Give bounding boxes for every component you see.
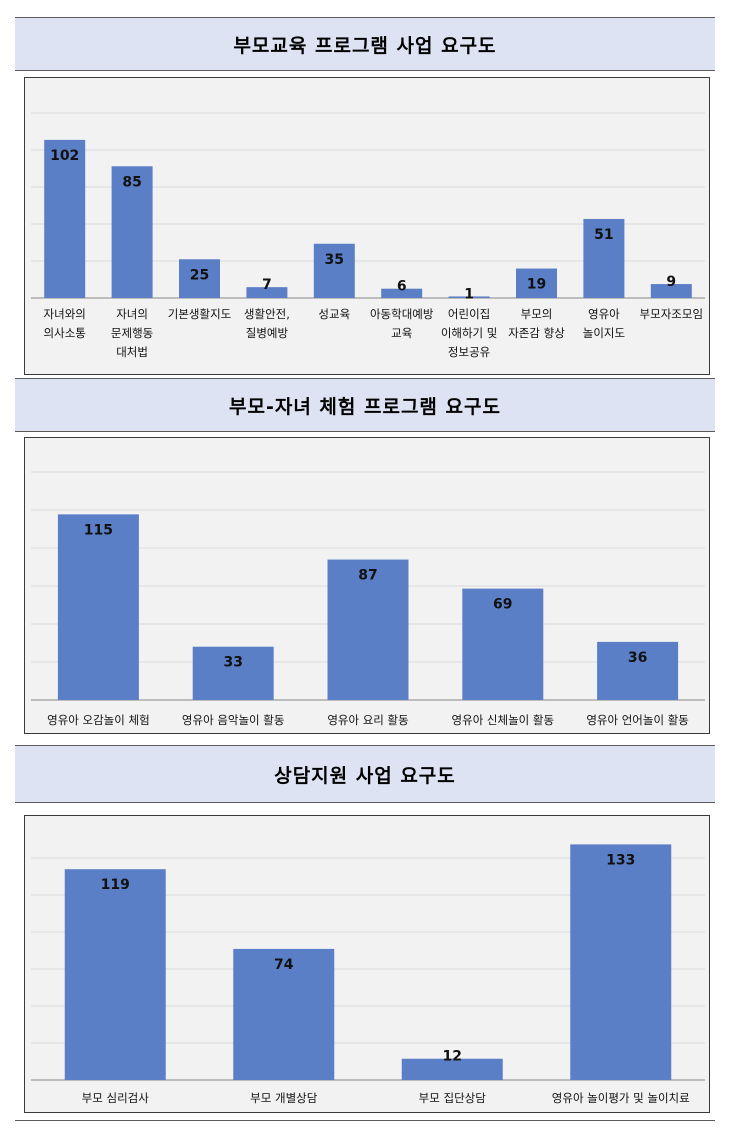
category-label: 문제행동 <box>111 326 153 340</box>
bar <box>462 588 544 700</box>
bar <box>313 243 355 298</box>
category-label: 영유아 오감놀이 체험 <box>47 713 150 727</box>
data-label: 6 <box>397 279 407 295</box>
chart-title-parent-child-experience: 부모-자녀 체험 프로그램 요구도 <box>15 378 715 432</box>
bar <box>57 514 139 700</box>
bar <box>583 218 625 298</box>
category-label: 자녀와의 <box>44 307 86 321</box>
bottom-divider <box>15 1120 715 1121</box>
chart-title-parent-education: 부모교육 프로그램 사업 요구도 <box>15 17 715 71</box>
chart-parent-child-experience: 115 영유아 오감놀이 체험 33 영유아 음악놀이 활동 87 영유아 요리 활동 69… <box>24 437 710 734</box>
category-label: 영유아 음악놀이 활동 <box>182 713 285 727</box>
category-label: 놀이지도 <box>583 326 625 340</box>
chart-1-svg: 115 영유아 오감놀이 체험 33 영유아 음악놀이 활동 87 영유아 요리 활동 69… <box>31 471 705 727</box>
category-label: 부모자조모임 <box>640 307 703 321</box>
category-label: 어린이집 <box>448 307 490 321</box>
chart-title-counseling-support: 상담지원 사업 요구도 <box>15 745 715 803</box>
category-label: 부모 개별상담 <box>250 1091 318 1105</box>
category-label: 부모 심리검사 <box>82 1091 150 1105</box>
data-label: 69 <box>493 597 512 613</box>
bar <box>448 296 490 298</box>
data-label: 12 <box>443 1049 462 1065</box>
bar <box>597 641 679 700</box>
category-label: 의사소통 <box>44 326 86 340</box>
data-label: 51 <box>594 227 613 243</box>
bar <box>246 287 288 298</box>
category-label: 이해하기 및 <box>441 326 498 340</box>
data-label: 25 <box>190 267 209 283</box>
category-label: 질병예방 <box>246 326 289 340</box>
bar <box>570 844 672 1080</box>
bar <box>44 139 86 298</box>
bar <box>327 559 409 700</box>
data-label: 102 <box>50 148 79 164</box>
chart-counseling-support: 119 부모 심리검사 74 부모 개별상담 12 부모 집단상담 133 영유아 놀이평가 … <box>24 815 710 1113</box>
bar <box>650 284 692 298</box>
category-label: 자녀의 <box>116 307 148 321</box>
category-label: 영유아 놀이평가 및 놀이치료 <box>552 1091 690 1105</box>
data-label: 133 <box>606 852 635 868</box>
data-label: 85 <box>122 174 141 190</box>
data-label: 119 <box>101 877 130 893</box>
bar <box>64 869 166 1080</box>
data-label: 35 <box>325 252 344 268</box>
category-label: 대처법 <box>116 345 148 359</box>
data-label: 19 <box>527 277 546 293</box>
bar <box>381 288 423 298</box>
category-label: 기본생활지도 <box>168 307 231 321</box>
data-label: 74 <box>274 957 294 973</box>
data-label: 9 <box>666 274 676 290</box>
category-label: 영유아 언어놀이 활동 <box>586 713 689 727</box>
category-label: 교육 <box>391 326 412 340</box>
data-label: 36 <box>628 650 647 666</box>
bar <box>179 259 220 298</box>
data-label: 115 <box>84 522 113 538</box>
category-label: 부모 집단상담 <box>419 1091 487 1105</box>
category-label: 성교육 <box>318 307 350 321</box>
category-label: 영유아 <box>588 307 620 321</box>
data-label: 87 <box>358 568 377 584</box>
data-label: 1 <box>464 286 474 302</box>
bar <box>401 1058 503 1080</box>
category-label: 자존감 향상 <box>508 326 565 340</box>
category-label: 정보공유 <box>448 345 490 359</box>
chart-2-svg: 119 부모 심리검사 74 부모 개별상담 12 부모 집단상담 133 영유아 놀이평가 … <box>31 844 705 1105</box>
bar <box>111 166 153 298</box>
category-label: 생활안전, <box>244 307 290 321</box>
category-label: 영유아 신체놀이 활동 <box>452 713 555 727</box>
data-label: 33 <box>223 655 242 671</box>
bar <box>516 268 557 298</box>
bar <box>233 948 335 1080</box>
data-label: 7 <box>262 277 272 293</box>
category-label: 아동학대예방 <box>370 307 434 321</box>
category-label: 부모의 <box>521 307 553 321</box>
bar <box>192 646 274 700</box>
category-label: 영유아 요리 활동 <box>327 713 408 727</box>
